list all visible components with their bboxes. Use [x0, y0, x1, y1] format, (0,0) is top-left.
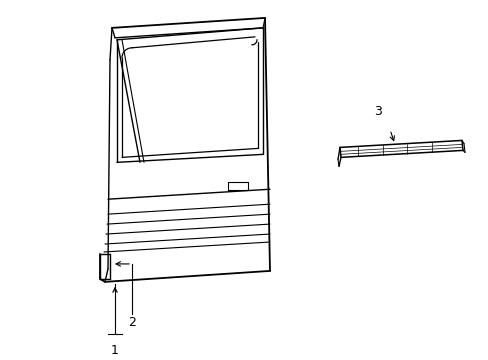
- Text: 2: 2: [128, 316, 136, 329]
- Text: 3: 3: [373, 104, 381, 117]
- Text: 1: 1: [111, 343, 119, 357]
